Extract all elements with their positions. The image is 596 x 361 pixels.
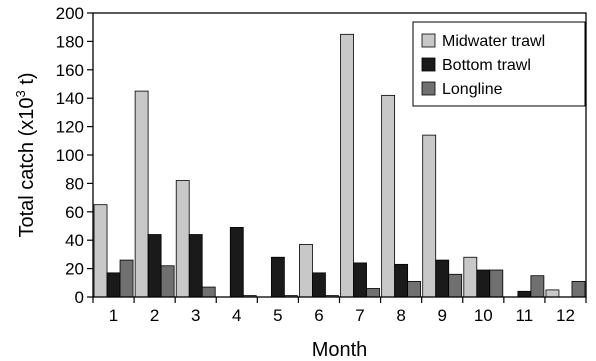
bar-longline-11	[530, 275, 545, 298]
y-tick-label: 160	[56, 61, 84, 80]
y-tick-label: 20	[65, 260, 84, 279]
bar-bottom-trawl-1	[106, 272, 121, 298]
legend-swatch-bottom-trawl	[421, 57, 436, 72]
legend-label-longline: Longline	[442, 81, 503, 98]
y-axis-title-superscript: 3	[13, 90, 28, 97]
bar-midwater-trawl-8	[381, 94, 396, 298]
bar-bottom-trawl-4	[229, 227, 244, 298]
bar-bottom-trawl-9	[435, 259, 450, 298]
x-tick-label: 12	[556, 306, 575, 325]
y-tick-label: 80	[65, 174, 84, 193]
bar-longline-10	[489, 269, 504, 298]
x-axis-title: Month	[312, 339, 368, 361]
bar-longline-2	[160, 265, 175, 298]
bar-longline-3	[201, 286, 216, 298]
bar-longline-8	[407, 280, 422, 298]
x-tick-label: 3	[191, 306, 200, 325]
x-tick-label: 9	[437, 306, 446, 325]
legend-swatch-midwater-trawl	[421, 33, 436, 48]
bar-bottom-trawl-8	[394, 263, 409, 298]
bar-bottom-trawl-10	[476, 269, 491, 298]
legend-label-bottom-trawl: Bottom trawl	[442, 57, 531, 74]
bar-bottom-trawl-2	[147, 234, 162, 298]
bar-midwater-trawl-7	[340, 33, 354, 298]
x-tick-label: 1	[109, 306, 118, 325]
x-tick-label: 11	[516, 306, 534, 325]
bar-midwater-trawl-1	[93, 204, 108, 298]
x-tick-label: 8	[396, 306, 405, 325]
bar-midwater-trawl-9	[422, 134, 437, 298]
bar-midwater-trawl-2	[134, 90, 149, 298]
x-axis: 1 2 3 4 5 6 7 8 9 10 11 12	[92, 297, 587, 325]
x-tick-label: 2	[150, 306, 159, 325]
plot-frame	[92, 12, 587, 298]
bar-longline-9	[448, 273, 463, 298]
y-tick-label: 60	[65, 203, 84, 222]
y-axis-title: Total catch (x103 t)	[13, 72, 38, 237]
bar-longline-7	[366, 288, 380, 298]
x-tick-label: 6	[314, 306, 323, 325]
y-tick-label: 0	[75, 288, 84, 307]
x-tick-label: 10	[474, 306, 493, 325]
y-tick-label: 180	[56, 32, 84, 51]
bar-midwater-trawl-6	[299, 244, 313, 298]
y-tick-label: 40	[65, 231, 84, 250]
bar-bottom-trawl-3	[188, 234, 203, 298]
y-axis-title-suffix: t)	[16, 72, 38, 90]
x-tick-label: 7	[355, 306, 364, 325]
legend-label-midwater-trawl: Midwater trawl	[442, 33, 545, 50]
bar-midwater-trawl-3	[175, 180, 190, 298]
y-tick-label: 120	[56, 118, 84, 137]
bar-midwater-trawl-10	[463, 256, 478, 298]
x-tick-label: 4	[232, 306, 241, 325]
legend-swatch-longline	[421, 81, 436, 96]
bar-longline-12	[571, 280, 586, 298]
y-tick-label: 140	[56, 89, 84, 108]
bar-bottom-trawl-5	[270, 256, 285, 298]
y-tick-label: 200	[56, 4, 84, 23]
y-tick-label: 100	[56, 146, 84, 165]
x-tick-label: 5	[273, 306, 282, 325]
bar-bottom-trawl-7	[353, 262, 367, 298]
legend-box	[412, 21, 586, 107]
bar-bottom-trawl-11	[517, 290, 532, 298]
bar-midwater-trawl-12	[545, 289, 560, 298]
y-axis: 0 20 40 60 80 100 120 140 160 180 200	[56, 4, 93, 307]
legend: Midwater trawl Bottom trawl Longline	[412, 21, 586, 107]
y-axis-title-main: Total catch (x10	[16, 97, 38, 237]
bar-longline-1	[119, 259, 134, 298]
bar-bottom-trawl-6	[312, 272, 326, 298]
